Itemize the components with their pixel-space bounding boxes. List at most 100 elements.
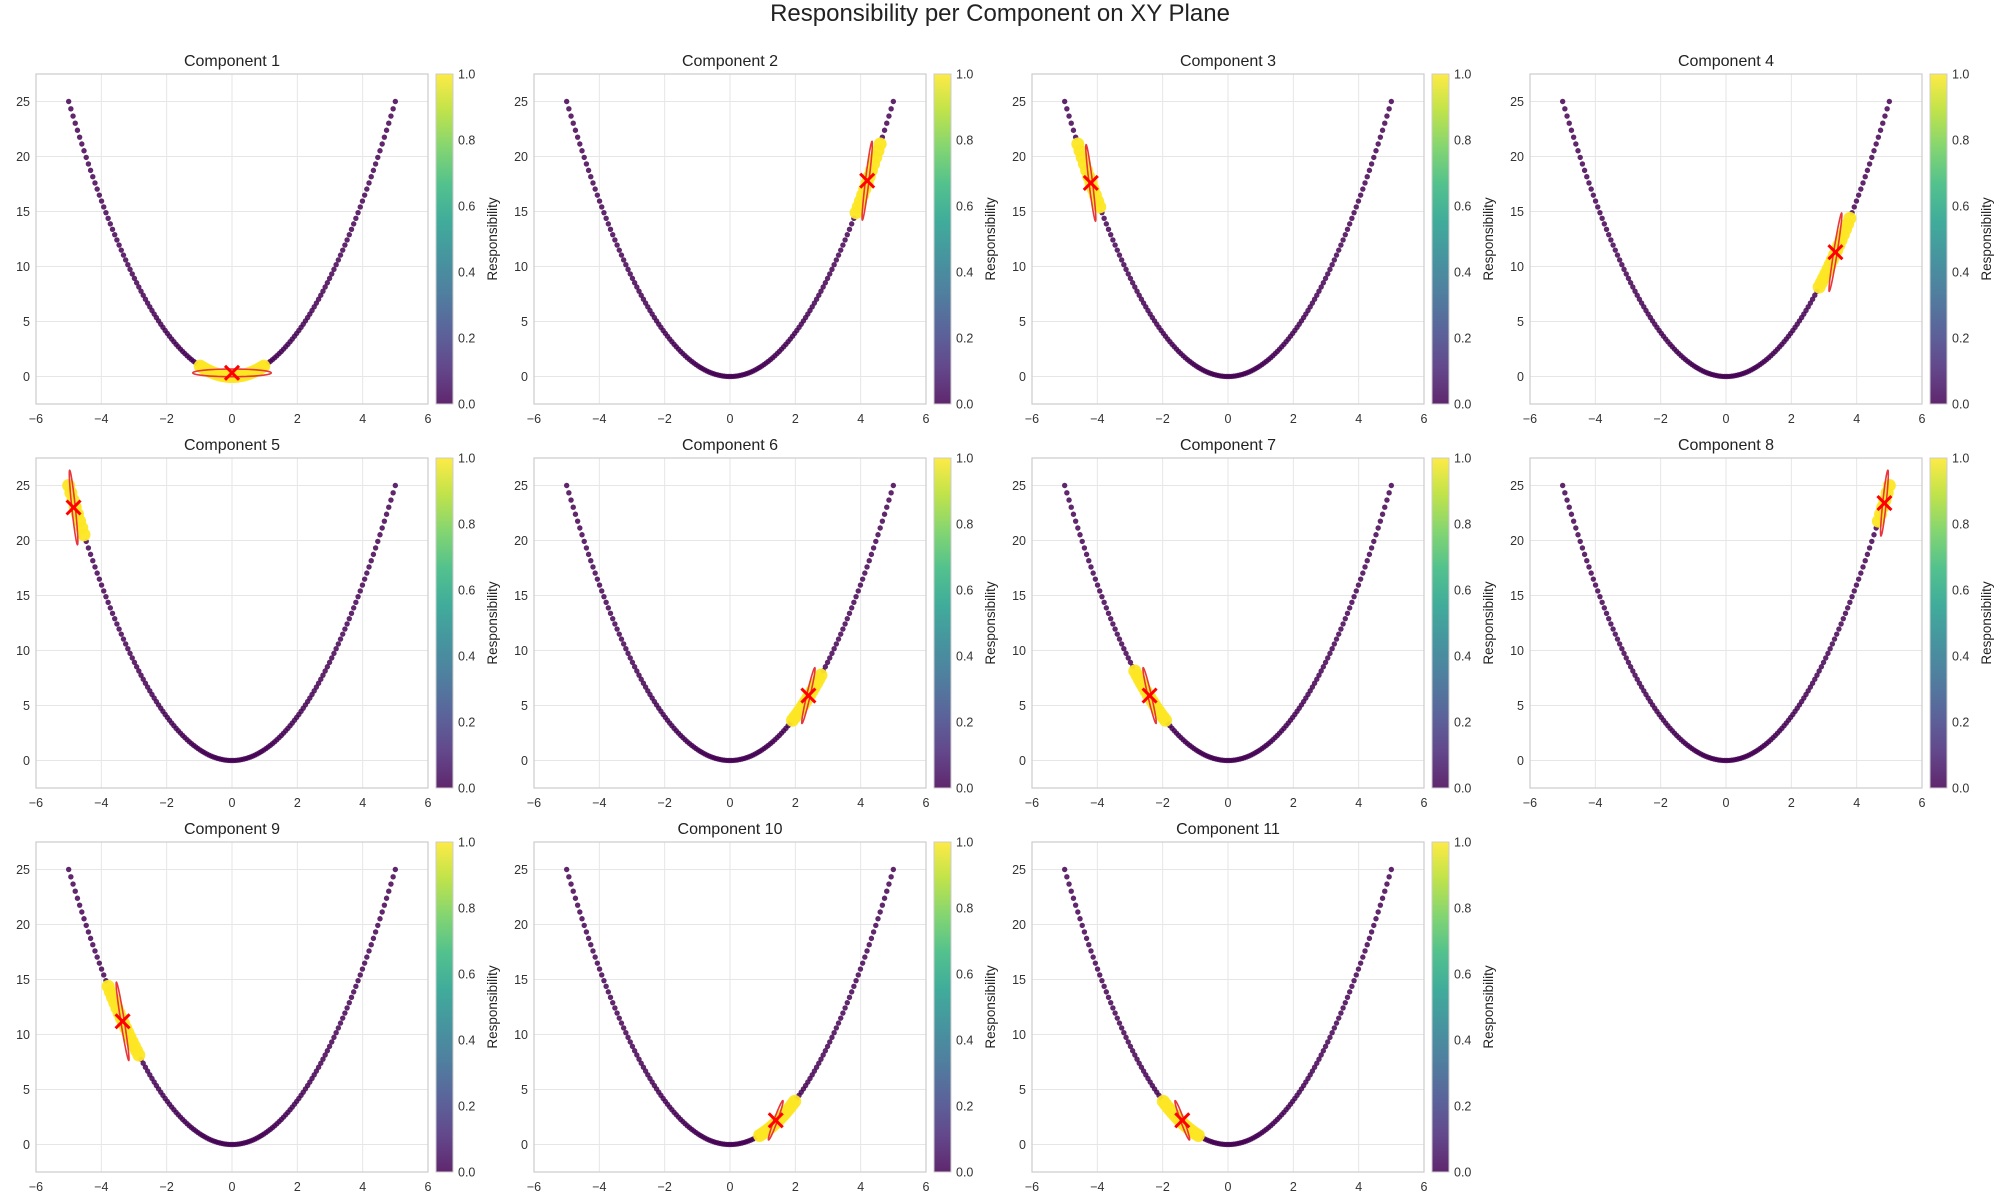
colorbar-tick-label: 0.8 xyxy=(1952,134,1969,148)
data-point xyxy=(79,909,85,915)
x-tick-label: 2 xyxy=(294,1180,301,1194)
data-point xyxy=(599,588,605,594)
data-point xyxy=(372,161,379,167)
data-point xyxy=(366,180,372,186)
data-point xyxy=(388,113,394,119)
data-point xyxy=(370,935,377,942)
data-point xyxy=(318,292,324,298)
data-point xyxy=(1849,593,1855,600)
subplot-component-8: Component 8 −6 −4 −2 0 2 4 6 0 5 10 15 20 25 0.0 0.2 0.4… xyxy=(1510,437,1994,810)
data-point xyxy=(103,593,109,600)
data-point xyxy=(377,916,383,922)
colorbar-frame xyxy=(435,841,454,1173)
data-point xyxy=(1566,120,1572,126)
data-point xyxy=(1064,874,1070,880)
data-point xyxy=(326,1043,333,1050)
data-point xyxy=(884,504,890,510)
x-tick-label: 6 xyxy=(923,796,930,810)
data-point xyxy=(94,570,100,576)
subplot-title: Component 2 xyxy=(682,53,778,70)
data-point xyxy=(370,167,377,174)
data-point xyxy=(1340,1005,1346,1011)
data-point xyxy=(81,148,87,154)
colorbar-frame xyxy=(933,841,952,1173)
colorbar-tick-label: 0.6 xyxy=(956,584,973,598)
data-point xyxy=(1088,564,1094,570)
data-point xyxy=(846,226,853,233)
data-point xyxy=(359,966,366,972)
colorbar-frame xyxy=(435,73,454,405)
data-point xyxy=(607,226,614,233)
data-point xyxy=(125,262,131,268)
data-point-high xyxy=(873,137,887,151)
data-point xyxy=(879,518,886,524)
data-point xyxy=(1333,252,1340,258)
data-point xyxy=(820,284,826,290)
data-point xyxy=(1373,916,1379,922)
data-point xyxy=(1568,511,1575,517)
data-point xyxy=(566,874,572,880)
data-point xyxy=(1882,113,1888,119)
data-point xyxy=(877,909,883,915)
data-point xyxy=(1377,902,1384,908)
data-point xyxy=(1559,98,1566,105)
x-tick-label: 2 xyxy=(1290,1180,1297,1194)
y-tick-label: 10 xyxy=(1510,260,1524,274)
data-point xyxy=(1847,599,1853,606)
data-point xyxy=(1384,497,1390,503)
data-point xyxy=(370,551,377,558)
colorbar-tick-label: 0.6 xyxy=(1952,200,1969,214)
data-point xyxy=(390,490,396,496)
data-point xyxy=(368,174,374,180)
y-tick-label: 25 xyxy=(514,863,528,877)
y-tick-label: 10 xyxy=(16,644,30,658)
data-point xyxy=(1108,231,1114,238)
data-point xyxy=(818,1056,824,1062)
subplot-title: Component 7 xyxy=(1180,437,1276,454)
colorbar-frame xyxy=(933,73,952,405)
colorbar-tick-label: 0.0 xyxy=(458,1166,475,1180)
data-point xyxy=(1114,1015,1120,1021)
data-point xyxy=(833,1025,840,1031)
data-point xyxy=(372,545,379,551)
colorbar-tick-label: 0.8 xyxy=(956,902,973,916)
data-point xyxy=(1075,909,1081,915)
colorbar-label: Responsibility xyxy=(485,965,500,1049)
colorbar-tick-label: 0.6 xyxy=(956,200,973,214)
data-point xyxy=(577,909,583,915)
data-point xyxy=(1368,545,1375,551)
y-tick-label: 0 xyxy=(521,754,528,768)
data-point xyxy=(1088,948,1094,954)
data-point xyxy=(629,1043,636,1050)
data-point xyxy=(1327,1034,1333,1041)
data-point xyxy=(344,621,350,627)
data-point xyxy=(1121,262,1127,268)
y-tick-label: 25 xyxy=(16,479,30,493)
data-point xyxy=(131,275,138,282)
data-point xyxy=(1362,564,1368,570)
data-point xyxy=(87,935,94,942)
data-point xyxy=(572,895,579,901)
data-point xyxy=(870,929,877,935)
data-point xyxy=(383,895,390,901)
data-point xyxy=(318,676,324,682)
data-point xyxy=(1632,672,1638,678)
data-point xyxy=(813,296,820,302)
data-point xyxy=(1123,266,1129,273)
data-point xyxy=(1083,935,1090,942)
data-point xyxy=(859,576,866,582)
axes-frame xyxy=(1529,457,1923,789)
data-point xyxy=(1105,226,1112,233)
data-point xyxy=(1564,113,1570,119)
data-point xyxy=(331,650,337,657)
colorbar-tick-label: 1.0 xyxy=(1454,68,1471,82)
y-tick-label: 0 xyxy=(23,754,30,768)
data-point xyxy=(390,106,396,112)
data-point xyxy=(1110,237,1116,243)
y-tick-label: 10 xyxy=(1012,1028,1026,1042)
data-point xyxy=(1132,284,1138,290)
data-point xyxy=(563,98,570,105)
plot-content xyxy=(563,866,897,1148)
data-point xyxy=(824,659,831,666)
data-point xyxy=(1606,231,1612,238)
